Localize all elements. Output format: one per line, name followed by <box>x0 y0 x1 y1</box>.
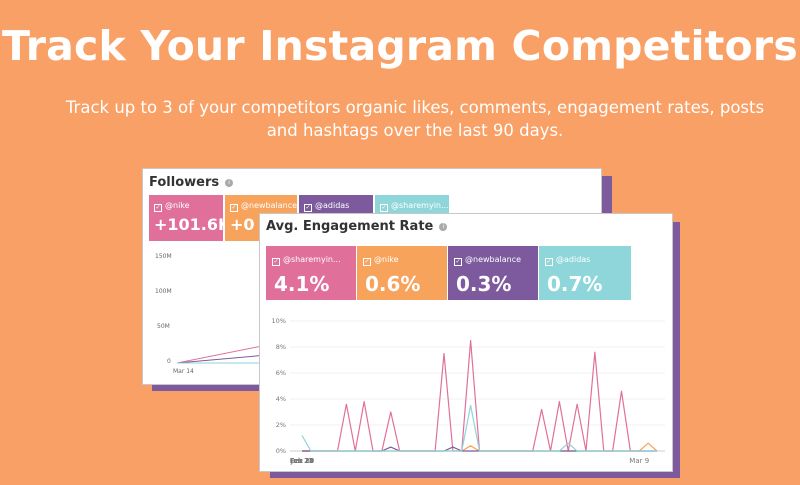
engagement-tile-handle: ✓ @newbalance <box>454 255 522 266</box>
followers-line-adidas <box>177 354 267 364</box>
followers-y-tick: 0 <box>167 358 171 365</box>
checkbox-icon[interactable]: ✓ <box>380 204 388 212</box>
engagement-title-text: Avg. Engagement Rate <box>266 219 434 234</box>
engagement-tile-handle: ✓ @sharemyin... <box>272 255 341 266</box>
subtitle: Track up to 3 of your competitors organi… <box>65 98 765 140</box>
engagement-tile-3[interactable]: ✓ @adidas 0.7% <box>539 246 631 300</box>
y-tick-label: 8% <box>276 343 286 351</box>
engagement-tile-handle: ✓ @adidas <box>545 255 591 266</box>
engagement-tile-1[interactable]: ✓ @nike 0.6% <box>357 246 447 300</box>
checkbox-icon[interactable]: ✓ <box>304 204 312 212</box>
followers-tile-value: +101.6K <box>154 215 223 234</box>
y-tick-label: 6% <box>276 369 286 377</box>
followers-chart <box>177 344 267 364</box>
y-tick-label: 0% <box>276 447 286 455</box>
engagement-tile-handle: ✓ @nike <box>363 255 399 266</box>
x-tick-label: Jan 13 <box>290 457 313 465</box>
checkbox-icon[interactable]: ✓ <box>230 204 238 212</box>
engagement-card: Avg. Engagement Rate i ✓ @sharemyin... 4.1… <box>259 213 673 472</box>
y-tick-label: 4% <box>276 395 286 403</box>
engagement-tile-value: 0.6% <box>365 272 421 296</box>
followers-tile-handle: ✓ @sharemyin... <box>380 201 449 212</box>
x-tick-label: Feb 24 <box>290 457 314 465</box>
checkbox-icon[interactable]: ✓ <box>545 258 553 266</box>
followers-line-nike <box>177 344 267 364</box>
checkbox-icon[interactable]: ✓ <box>454 258 462 266</box>
x-tick-label: Jan 27 <box>290 457 313 465</box>
followers-tile-handle: ✓ @newbalance <box>230 201 297 212</box>
checkbox-icon[interactable]: ✓ <box>272 258 280 266</box>
series-line <box>301 404 657 452</box>
followers-x-tick: Mar 14 <box>173 368 194 375</box>
x-tick-label: Dec 30 <box>290 457 315 465</box>
y-tick-label: 10% <box>272 317 286 325</box>
engagement-tile-value: 0.3% <box>456 272 512 296</box>
y-tick-label: 2% <box>276 421 286 429</box>
headline: Track Your Instagram Competitors <box>2 22 798 70</box>
x-tick-label: Mar 9 <box>629 457 649 465</box>
followers-tile-handle: ✓ @adidas <box>304 201 350 212</box>
followers-tile-value: +0 <box>230 215 255 234</box>
checkbox-icon[interactable]: ✓ <box>363 258 371 266</box>
followers-tile-handle: ✓ @nike <box>154 201 190 212</box>
followers-y-tick: 150M <box>155 253 172 260</box>
x-tick-label: Feb 10 <box>290 457 314 465</box>
engagement-tile-value: 0.7% <box>547 272 603 296</box>
followers-title: Followers i <box>149 175 234 190</box>
checkbox-icon[interactable]: ✓ <box>154 204 162 212</box>
info-icon[interactable]: i <box>225 178 234 187</box>
engagement-tile-2[interactable]: ✓ @newbalance 0.3% <box>448 246 538 300</box>
engagement-tile-0[interactable]: ✓ @sharemyin... 4.1% <box>266 246 356 300</box>
followers-y-tick: 100M <box>155 288 172 295</box>
engagement-title: Avg. Engagement Rate i <box>266 219 448 234</box>
followers-y-tick: 50M <box>157 323 170 330</box>
engagement-tile-value: 4.1% <box>274 272 330 296</box>
info-icon[interactable]: i <box>439 222 448 231</box>
followers-title-text: Followers <box>149 175 220 190</box>
followers-tile-0[interactable]: ✓ @nike +101.6K <box>149 195 223 241</box>
series-line <box>302 339 657 452</box>
